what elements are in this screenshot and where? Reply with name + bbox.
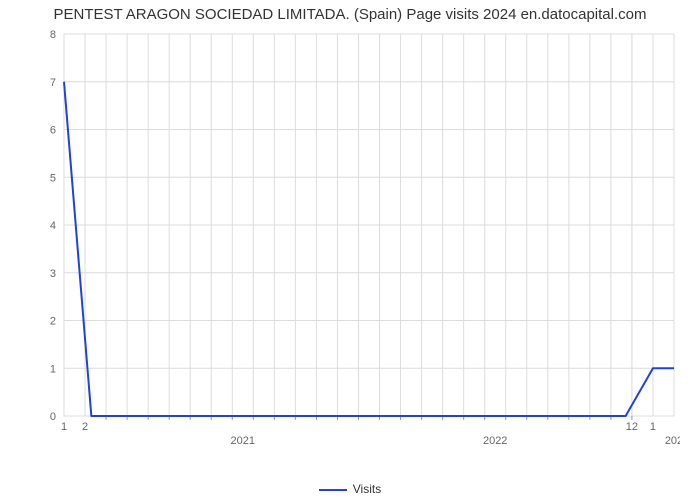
svg-text:6: 6 — [50, 125, 56, 137]
legend-label: Visits — [353, 482, 381, 496]
svg-text:3: 3 — [50, 268, 56, 280]
svg-text:12: 12 — [626, 421, 638, 433]
svg-text:1: 1 — [650, 421, 656, 433]
svg-text:1: 1 — [50, 363, 56, 375]
legend-swatch — [319, 489, 347, 491]
svg-text:4: 4 — [50, 220, 56, 232]
svg-text:5: 5 — [50, 172, 56, 184]
svg-text:2: 2 — [82, 421, 88, 433]
chart-title: PENTEST ARAGON SOCIEDAD LIMITADA. (Spain… — [0, 0, 700, 23]
svg-text:2: 2 — [50, 316, 56, 328]
svg-text:1: 1 — [61, 421, 67, 433]
svg-text:2021: 2021 — [231, 435, 255, 447]
svg-text:0: 0 — [50, 411, 56, 423]
line-chart: 0123456781212120220212022 — [40, 30, 680, 450]
svg-text:8: 8 — [50, 30, 56, 41]
svg-text:7: 7 — [50, 77, 56, 89]
svg-text:202: 202 — [665, 435, 680, 447]
legend: Visits — [0, 482, 700, 496]
svg-text:2022: 2022 — [483, 435, 507, 447]
